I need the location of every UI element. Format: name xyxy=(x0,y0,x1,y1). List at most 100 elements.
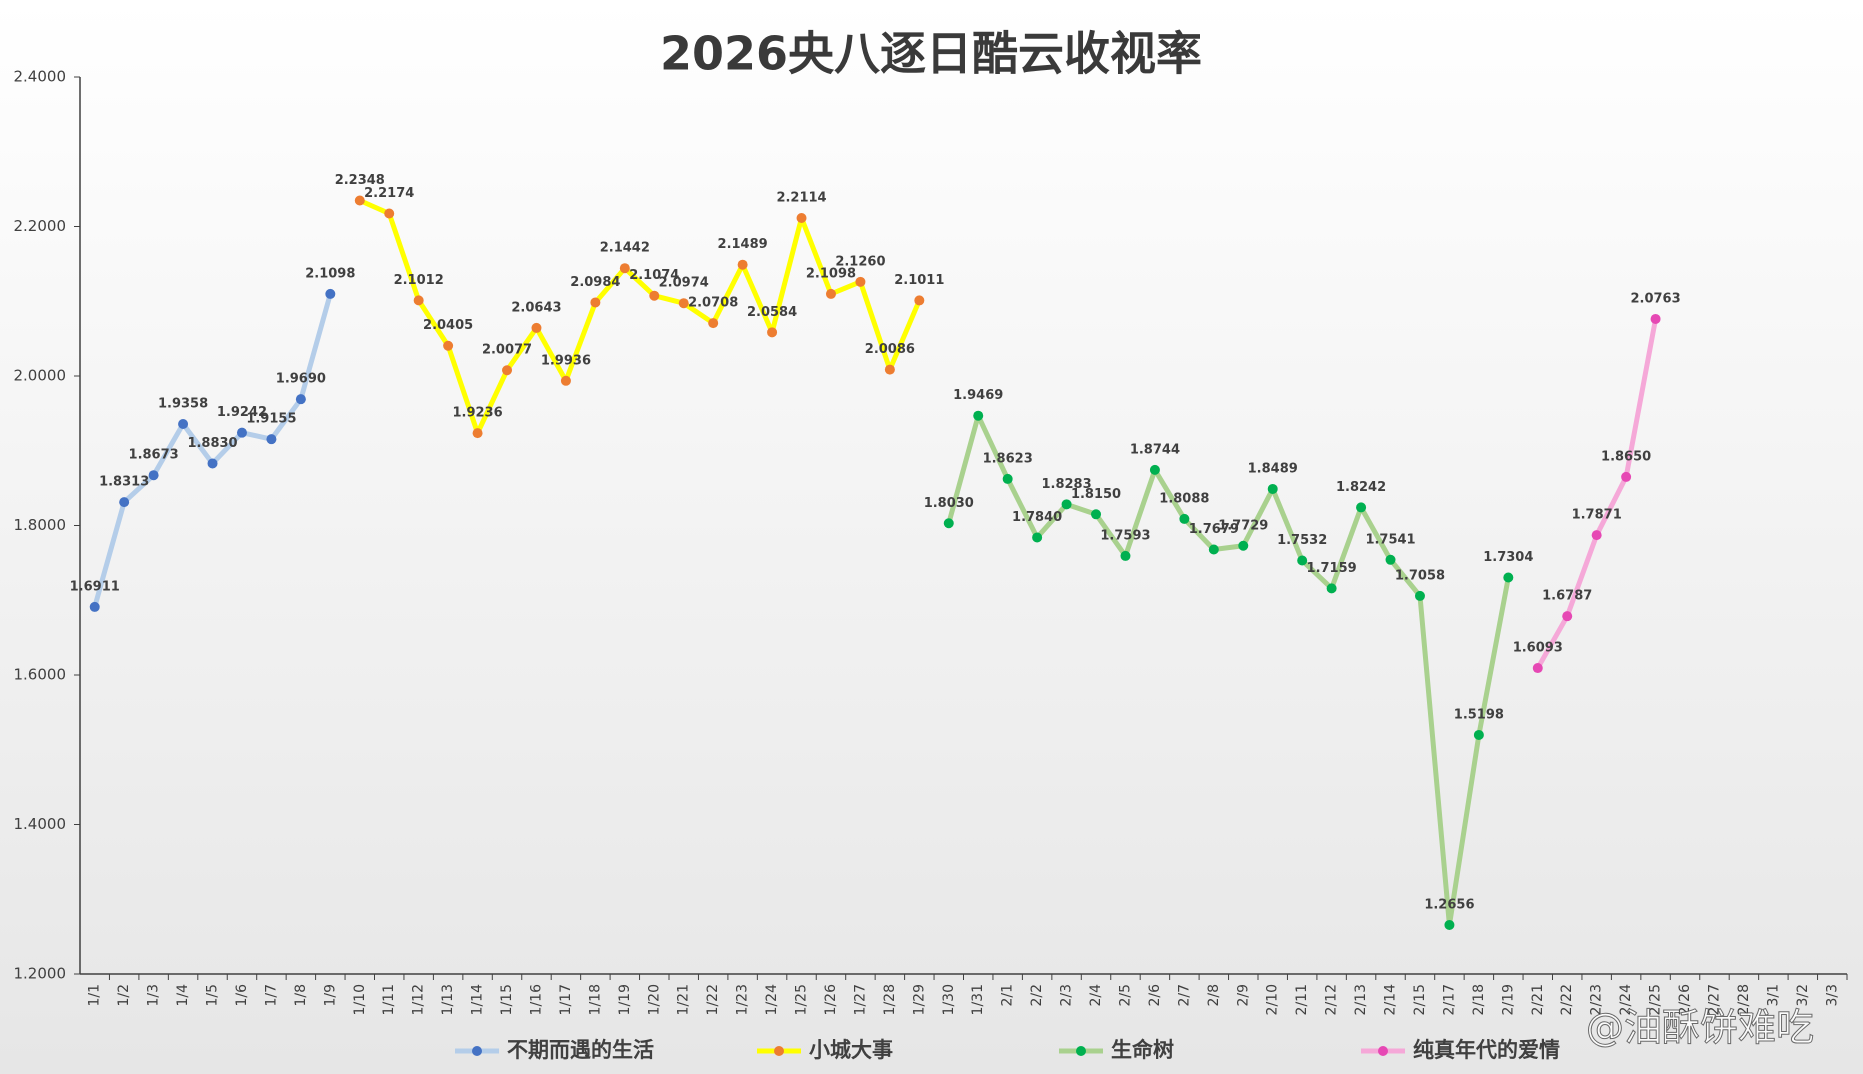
data-label: 2.1098 xyxy=(305,266,355,281)
x-tick-label: 1/2 xyxy=(116,984,132,1007)
x-tick-label: 1/15 xyxy=(499,984,515,1015)
data-label: 1.5198 xyxy=(1454,707,1504,722)
x-tick-label: 1/28 xyxy=(882,984,898,1015)
legend-marker xyxy=(1076,1046,1086,1056)
x-tick-label: 1/31 xyxy=(970,984,986,1015)
data-label: 2.1098 xyxy=(806,266,856,281)
data-label: 2.1489 xyxy=(718,237,768,252)
data-label: 2.0708 xyxy=(688,296,738,311)
data-point xyxy=(1267,483,1278,494)
x-tick-label: 1/11 xyxy=(381,984,397,1015)
x-tick-label: 1/12 xyxy=(411,984,427,1015)
x-tick-label: 1/3 xyxy=(146,984,162,1007)
x-tick-label: 1/14 xyxy=(470,984,486,1016)
data-point xyxy=(1002,473,1013,484)
x-tick-label: 1/8 xyxy=(293,984,309,1007)
y-tick-label: 1.4000 xyxy=(14,815,67,833)
data-label: 2.2174 xyxy=(364,186,414,201)
data-label: 2.0643 xyxy=(511,300,561,315)
data-label: 2.0584 xyxy=(747,305,797,320)
data-label: 1.7304 xyxy=(1483,550,1533,565)
data-label: 2.0405 xyxy=(423,318,473,333)
x-tick-label: 2/17 xyxy=(1441,984,1457,1015)
x-tick-label: 1/17 xyxy=(558,984,574,1015)
legend-label: 纯真年代的爱情 xyxy=(1413,1038,1560,1062)
x-tick-label: 1/13 xyxy=(440,984,456,1015)
data-label: 1.9358 xyxy=(158,396,208,411)
data-label: 1.8150 xyxy=(1071,487,1121,502)
data-label: 2.1442 xyxy=(600,241,650,256)
x-tick-label: 1/22 xyxy=(705,984,721,1015)
data-label: 1.6093 xyxy=(1513,641,1563,656)
y-tick-label: 2.0000 xyxy=(14,367,67,385)
data-point xyxy=(502,365,513,376)
x-tick-label: 1/4 xyxy=(175,984,191,1007)
y-tick-label: 2.4000 xyxy=(14,68,67,86)
data-label: 2.1260 xyxy=(835,254,885,269)
x-tick-label: 2/23 xyxy=(1589,984,1605,1015)
data-point xyxy=(973,410,984,421)
data-label: 1.7840 xyxy=(1012,510,1062,525)
x-tick-label: 1/30 xyxy=(941,984,957,1015)
x-tick-label: 2/7 xyxy=(1176,984,1192,1007)
x-tick-label: 2/12 xyxy=(1324,984,1340,1015)
data-point xyxy=(1414,590,1425,601)
x-tick-label: 2/19 xyxy=(1500,984,1516,1015)
data-point xyxy=(531,322,542,333)
data-label: 2.1012 xyxy=(394,273,444,288)
data-point xyxy=(914,295,925,306)
data-point xyxy=(1591,530,1602,541)
data-point xyxy=(1473,729,1484,740)
data-label: 1.7729 xyxy=(1218,518,1268,533)
data-label: 1.8283 xyxy=(1041,477,1091,492)
data-label: 1.7159 xyxy=(1307,561,1357,576)
chart-title: 2026央八逐日酷云收视率 xyxy=(660,27,1202,81)
data-point xyxy=(354,195,365,206)
x-tick-label: 2/27 xyxy=(1706,984,1722,1015)
data-label: 1.9242 xyxy=(217,405,267,420)
data-point xyxy=(89,601,100,612)
data-label: 1.8489 xyxy=(1248,461,1298,476)
data-label: 2.2348 xyxy=(335,173,385,188)
data-label: 2.2114 xyxy=(776,190,826,205)
x-tick-label: 2/4 xyxy=(1088,984,1104,1007)
data-label: 1.8830 xyxy=(187,436,237,451)
data-point xyxy=(1179,513,1190,524)
x-tick-label: 2/11 xyxy=(1294,984,1310,1015)
data-point xyxy=(1061,499,1072,510)
data-label: 1.7541 xyxy=(1365,532,1415,547)
y-tick-label: 1.6000 xyxy=(14,666,67,684)
data-point xyxy=(1356,502,1367,513)
data-point xyxy=(708,318,719,329)
data-label: 1.2656 xyxy=(1424,897,1474,912)
y-tick-label: 1.2000 xyxy=(14,965,67,983)
x-tick-label: 1/26 xyxy=(823,984,839,1016)
data-point xyxy=(1444,919,1455,930)
data-label: 1.7679 xyxy=(1189,522,1239,537)
watermark: @油酥饼难吃 xyxy=(1586,1006,1814,1050)
data-point xyxy=(1532,663,1543,674)
data-label: 2.0984 xyxy=(570,275,620,290)
data-label: 1.9690 xyxy=(276,372,326,387)
legend-label: 小城大事 xyxy=(809,1038,893,1062)
data-label: 1.9155 xyxy=(246,412,296,427)
data-point xyxy=(295,394,306,405)
x-tick-label: 1/19 xyxy=(617,984,633,1015)
x-tick-label: 2/13 xyxy=(1353,984,1369,1015)
x-tick-label: 1/23 xyxy=(735,984,751,1015)
legend-marker xyxy=(1378,1046,1388,1056)
data-label: 1.8088 xyxy=(1159,491,1209,506)
x-tick-label: 1/10 xyxy=(352,984,368,1015)
data-label: 2.1011 xyxy=(894,273,944,288)
data-point xyxy=(413,295,424,306)
x-tick-label: 2/24 xyxy=(1618,984,1634,1016)
x-tick-label: 2/5 xyxy=(1117,984,1133,1007)
x-tick-label: 3/1 xyxy=(1765,984,1781,1007)
data-point xyxy=(825,288,836,299)
x-tick-label: 1/1 xyxy=(87,984,103,1007)
x-tick-label: 1/16 xyxy=(528,984,544,1016)
x-tick-label: 2/21 xyxy=(1530,984,1546,1015)
x-tick-label: 1/24 xyxy=(764,984,780,1016)
data-point xyxy=(266,434,277,445)
